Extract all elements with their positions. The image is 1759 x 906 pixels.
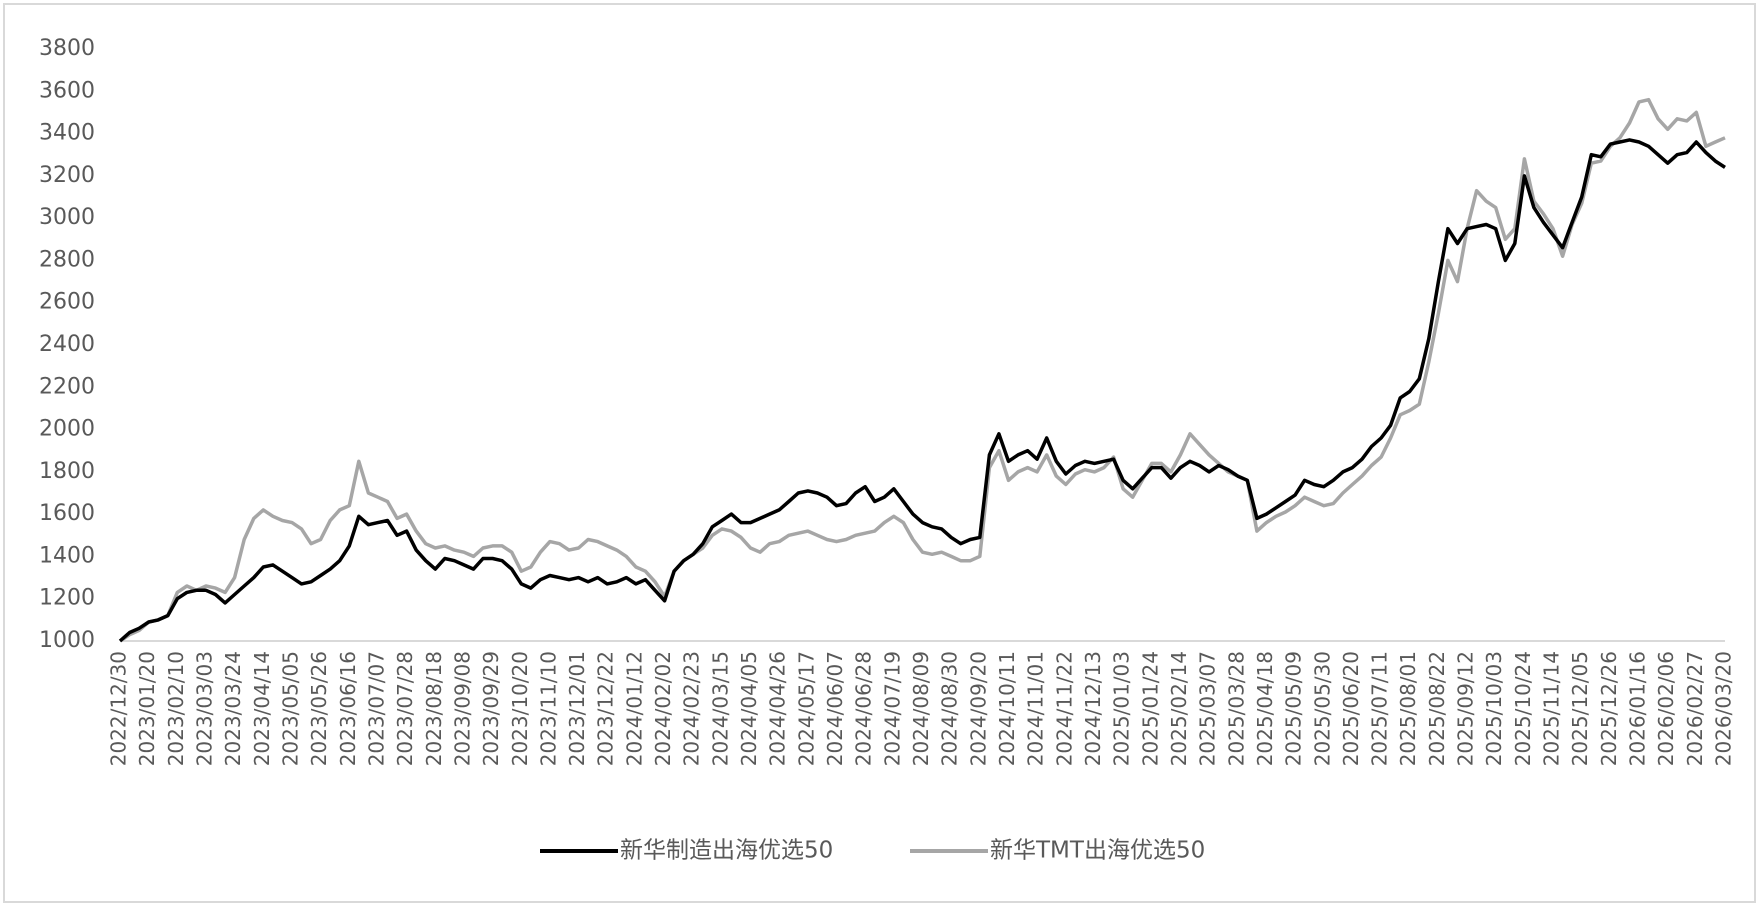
x-tick-label: 2025/03/28 bbox=[1224, 651, 1248, 766]
y-tick-label: 3000 bbox=[39, 205, 95, 230]
x-tick-label: 2023/01/20 bbox=[135, 651, 159, 766]
x-tick-label: 2025/08/22 bbox=[1425, 651, 1449, 766]
y-tick-label: 2000 bbox=[39, 417, 95, 442]
x-tick-label: 2025/01/24 bbox=[1138, 651, 1162, 766]
x-tick-label: 2025/09/12 bbox=[1454, 651, 1478, 766]
x-tick-label: 2024/01/12 bbox=[622, 651, 646, 766]
series-line bbox=[119, 97, 1726, 643]
x-tick-label: 2024/02/02 bbox=[651, 651, 675, 766]
y-tick-label: 2400 bbox=[39, 332, 95, 357]
legend-label: 新华制造出海优选50 bbox=[620, 838, 833, 864]
y-tick-label: 2600 bbox=[39, 290, 95, 315]
x-tick-label: 2023/05/26 bbox=[307, 651, 331, 766]
x-tick-label: 2025/11/14 bbox=[1540, 651, 1564, 766]
x-tick-label: 2025/07/11 bbox=[1368, 651, 1392, 766]
chart-frame bbox=[3, 3, 1756, 903]
x-tick-label: 2024/09/20 bbox=[966, 651, 990, 766]
y-tick-label: 1600 bbox=[39, 501, 95, 526]
y-tick-label: 3400 bbox=[39, 121, 95, 146]
x-tick-label: 2024/10/11 bbox=[995, 651, 1019, 766]
x-tick-label: 2023/09/08 bbox=[450, 651, 474, 766]
x-tick-label: 2023/12/01 bbox=[565, 651, 589, 766]
x-tick-label: 2024/07/19 bbox=[880, 651, 904, 766]
x-tick-label: 2023/08/18 bbox=[422, 651, 446, 766]
x-tick-label: 2025/10/03 bbox=[1482, 651, 1506, 766]
x-tick-label: 2024/08/09 bbox=[909, 651, 933, 766]
y-tick-label: 3600 bbox=[39, 78, 95, 103]
x-tick-label: 2024/04/05 bbox=[737, 651, 761, 766]
x-tick-label: 2025/05/09 bbox=[1282, 651, 1306, 766]
y-tick-label: 2200 bbox=[39, 374, 95, 399]
x-tick-label: 2024/02/23 bbox=[680, 651, 704, 766]
x-tick-label: 2025/04/18 bbox=[1253, 651, 1277, 766]
x-tick-label: 2023/06/16 bbox=[336, 651, 360, 766]
x-tick-label: 2026/02/27 bbox=[1683, 651, 1707, 766]
x-tick-label: 2023/05/05 bbox=[278, 651, 302, 766]
x-tick-label: 2024/06/28 bbox=[852, 651, 876, 766]
x-tick-label: 2023/07/07 bbox=[364, 651, 388, 766]
x-tick-label: 2025/06/20 bbox=[1339, 651, 1363, 766]
x-tick-label: 2026/02/06 bbox=[1654, 651, 1678, 766]
series-line bbox=[118, 138, 1726, 643]
x-tick-label: 2025/05/30 bbox=[1310, 651, 1334, 766]
x-tick-label: 2025/02/14 bbox=[1167, 651, 1191, 766]
legend-label: 新华TMT出海优选50 bbox=[990, 838, 1205, 864]
y-tick-label: 1200 bbox=[39, 586, 95, 611]
x-tick-label: 2023/09/29 bbox=[479, 651, 503, 766]
y-tick-label: 3800 bbox=[39, 36, 95, 61]
x-tick-label: 2024/11/01 bbox=[1024, 651, 1048, 766]
x-tick-label: 2024/12/13 bbox=[1081, 651, 1105, 766]
x-tick-label: 2024/04/26 bbox=[766, 651, 790, 766]
x-tick-label: 2023/02/10 bbox=[164, 651, 188, 766]
y-tick-label: 1400 bbox=[39, 543, 95, 568]
x-tick-label: 2025/12/26 bbox=[1597, 651, 1621, 766]
y-tick-label: 2800 bbox=[39, 247, 95, 272]
x-tick-label: 2024/05/17 bbox=[794, 651, 818, 766]
x-tick-label: 2024/06/07 bbox=[823, 651, 847, 766]
x-tick-label: 2025/03/07 bbox=[1196, 651, 1220, 766]
x-tick-label: 2025/12/05 bbox=[1568, 651, 1592, 766]
y-tick-label: 1000 bbox=[39, 628, 95, 653]
x-tick-label: 2022/12/30 bbox=[107, 651, 131, 766]
x-tick-label: 2023/03/03 bbox=[192, 651, 216, 766]
x-tick-label: 2023/11/10 bbox=[536, 651, 560, 766]
x-tick-label: 2023/07/28 bbox=[393, 651, 417, 766]
x-tick-label: 2026/01/16 bbox=[1626, 651, 1650, 766]
x-tick-label: 2023/03/24 bbox=[221, 651, 245, 766]
y-tick-label: 1800 bbox=[39, 459, 95, 484]
x-tick-label: 2023/04/14 bbox=[250, 651, 274, 766]
x-tick-label: 2025/08/01 bbox=[1396, 651, 1420, 766]
x-tick-label: 2024/11/22 bbox=[1052, 651, 1076, 766]
y-tick-label: 3200 bbox=[39, 163, 95, 188]
x-tick-label: 2024/08/30 bbox=[938, 651, 962, 766]
x-tick-label: 2026/03/20 bbox=[1712, 651, 1736, 766]
x-tick-label: 2024/03/15 bbox=[708, 651, 732, 766]
x-tick-label: 2025/01/03 bbox=[1110, 651, 1134, 766]
x-tick-label: 2023/10/20 bbox=[508, 651, 532, 766]
x-tick-label: 2023/12/22 bbox=[594, 651, 618, 766]
x-tick-label: 2025/10/24 bbox=[1511, 651, 1535, 766]
